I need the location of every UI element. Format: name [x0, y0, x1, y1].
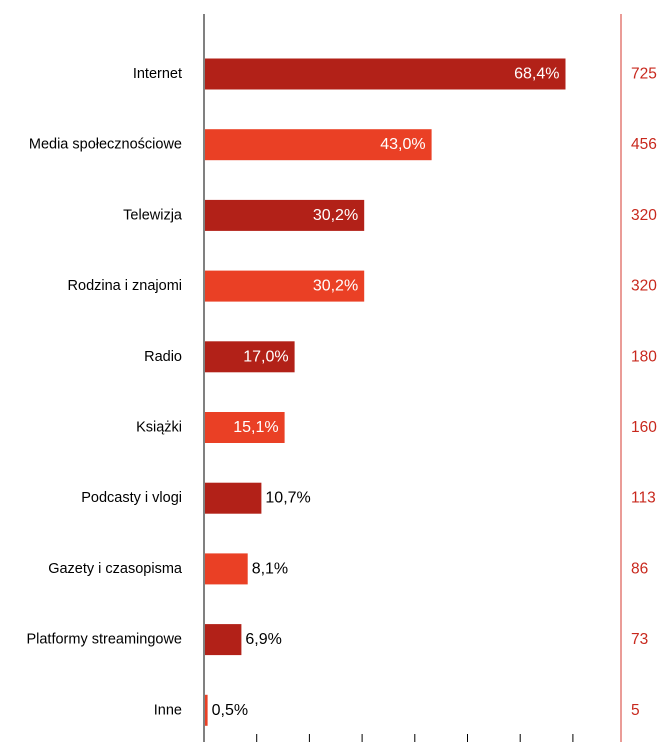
category-label: Telewizja [123, 207, 183, 223]
count-label: 180 [631, 348, 657, 365]
count-label: 725 [631, 66, 657, 83]
count-label: 456 [631, 136, 657, 153]
value-label: 8,1% [252, 560, 288, 577]
count-label: 113 [631, 490, 656, 507]
value-label: 43,0% [380, 136, 425, 153]
bar-5 [205, 341, 295, 373]
value-label: 30,2% [313, 278, 358, 295]
category-label: Rodzina i znajomi [68, 278, 182, 294]
category-label: Platformy streamingowe [26, 632, 182, 648]
bar-4 [205, 270, 365, 302]
count-label: 5 [631, 702, 640, 719]
count-label: 73 [631, 631, 648, 648]
bar-6 [205, 412, 285, 443]
bar-2 [205, 129, 432, 161]
value-label: 68,4% [514, 66, 559, 83]
bar-10 [205, 694, 208, 726]
value-label: 0,5% [212, 702, 248, 719]
bar-1 [205, 58, 566, 90]
count-label: 86 [631, 560, 648, 577]
category-label: Książki [136, 420, 182, 436]
value-label: 30,2% [313, 207, 358, 224]
axes-group [203, 14, 622, 742]
category-label: Inne [154, 702, 182, 718]
bar-3 [205, 199, 365, 231]
count-label: 160 [631, 419, 657, 436]
value-label: 6,9% [245, 631, 281, 648]
value-label: 17,0% [243, 348, 288, 365]
labels-group: Internet 68,4% 725 Media społecznościowe 43,… [26, 66, 657, 719]
category-label: Podcasty i vlogi [81, 490, 182, 506]
category-label: Gazety i czasopisma [48, 561, 183, 577]
count-label: 320 [631, 278, 657, 295]
bar-7 [205, 482, 262, 514]
category-label: Radio [144, 349, 182, 365]
bar-8 [205, 553, 248, 585]
bars-group [205, 58, 566, 726]
bar-9 [205, 624, 242, 656]
value-label: 10,7% [265, 490, 310, 507]
count-label: 320 [631, 207, 657, 224]
category-label: Media społecznościowe [29, 137, 182, 153]
category-label: Internet [133, 66, 182, 82]
value-label: 15,1% [233, 419, 278, 436]
